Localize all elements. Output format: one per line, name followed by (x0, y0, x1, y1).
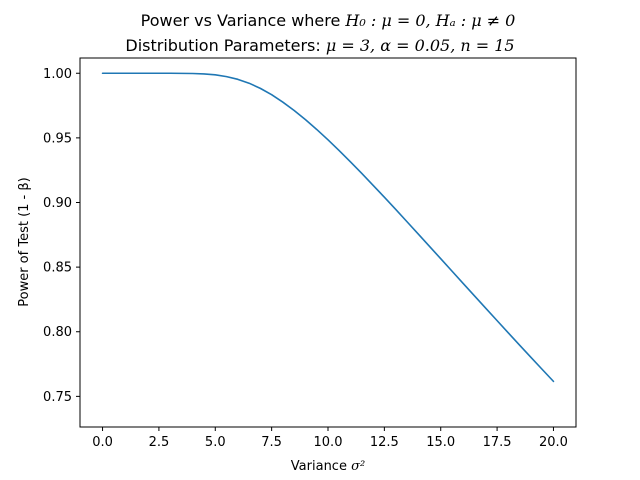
x-axis-ticks: 0.0 2.5 5.0 7.5 10.0 12.5 15.0 17.5 20.0 (92, 427, 568, 450)
x-axis-label-text: Variance (291, 459, 351, 474)
y-tick-label: 0.80 (43, 325, 72, 340)
plot-area: 0.0 2.5 5.0 7.5 10.0 12.5 15.0 17.5 20.0 0.75 0.8… (43, 57, 577, 450)
x-axis-label-math: σ² (351, 459, 365, 474)
x-tick-label: 2.5 (149, 435, 170, 450)
x-tick-label: 0.0 (92, 435, 113, 450)
y-axis-label: Power of Test (1 - β) (17, 177, 32, 307)
chart-title-line-1: Power vs Variance where H₀ : μ = 0, Hₐ :… (141, 11, 516, 30)
title-line-2-math: μ = 3, α = 0.05, n = 15 (326, 36, 515, 55)
x-tick-label: 10.0 (314, 435, 343, 450)
x-axis-label: Variance σ² (291, 459, 365, 474)
x-tick-label: 5.0 (205, 435, 226, 450)
chart-title-line-2: Distribution Parameters: μ = 3, α = 0.05… (125, 36, 514, 55)
x-tick-label: 20.0 (539, 435, 568, 450)
y-tick-label: 0.85 (43, 261, 72, 276)
x-tick-label: 15.0 (426, 435, 455, 450)
power-curve-line (101, 72, 555, 383)
title-line-2-prefix: Distribution Parameters: (125, 36, 325, 55)
y-tick-label: 0.75 (43, 390, 72, 405)
x-tick-label: 12.5 (370, 435, 399, 450)
y-tick-label: 1.00 (43, 67, 72, 82)
x-tick-label: 17.5 (483, 435, 512, 450)
series-layer (101, 72, 555, 383)
y-tick-label: 0.90 (43, 196, 72, 211)
x-tick-label: 7.5 (261, 435, 282, 450)
title-line-1-math: H₀ : μ = 0, Hₐ : μ ≠ 0 (344, 11, 515, 30)
title-line-1-prefix: Power vs Variance where (141, 11, 346, 30)
y-tick-label: 0.95 (43, 131, 72, 146)
y-axis-ticks: 0.75 0.80 0.85 0.90 0.95 1.00 (43, 67, 80, 405)
